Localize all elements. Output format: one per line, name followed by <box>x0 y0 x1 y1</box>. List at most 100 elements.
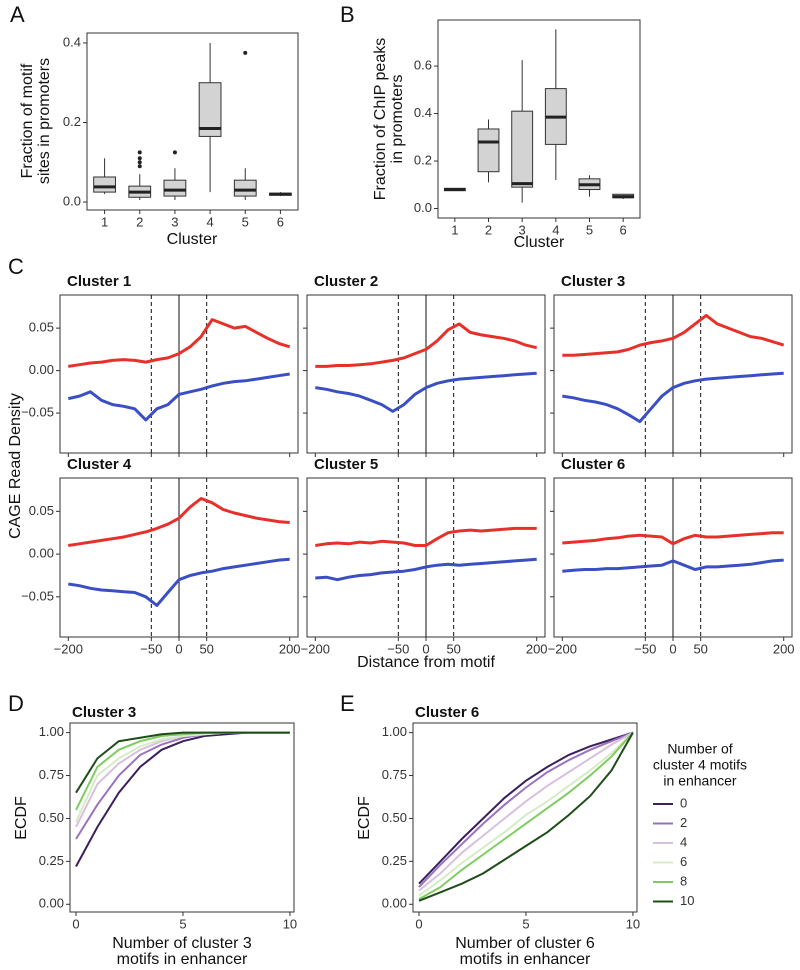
series-line <box>418 731 634 897</box>
x-tick-label: 0 <box>422 641 429 656</box>
plot-frame <box>412 722 638 913</box>
y-tick-label: 0.75 <box>39 767 64 782</box>
outlier <box>137 164 142 169</box>
y-tick-label: 0.4 <box>63 34 81 49</box>
series-line <box>562 313 785 357</box>
box <box>233 179 257 197</box>
y-tick-label: 0.00 <box>39 896 64 911</box>
legend-label: 8 <box>680 873 687 888</box>
legend-title: Number of <box>667 741 732 757</box>
series-line <box>418 731 634 900</box>
box <box>198 82 222 137</box>
y-tick-label: −0.05 <box>21 405 54 420</box>
x-tick-label: 5 <box>586 222 593 237</box>
y-axis-label: ECDF <box>13 796 30 840</box>
y-tick-label: 0.4 <box>414 105 432 120</box>
plot-frame <box>69 722 295 913</box>
y-tick-label: 0.25 <box>39 853 64 868</box>
x-axis-label: motifs in enhancer <box>460 951 591 968</box>
series-line <box>418 731 634 885</box>
panel-title: Cluster 2 <box>314 273 378 290</box>
series-line <box>315 526 537 547</box>
x-tick-label: 50 <box>693 641 707 656</box>
x-tick-label: 2 <box>485 222 492 237</box>
x-tick-label: 200 <box>773 641 795 656</box>
x-axis-label: motifs in enhancer <box>117 951 248 968</box>
outlier <box>137 160 142 165</box>
y-tick-label: 0.25 <box>382 853 407 868</box>
x-tick-label: 50 <box>199 641 213 656</box>
y-tick-label: 0.05 <box>29 320 54 335</box>
y-tick-label: 1.00 <box>39 724 64 739</box>
panel-title: Cluster 4 <box>67 456 132 473</box>
box <box>163 179 187 197</box>
legend-label: 6 <box>680 854 687 869</box>
x-tick-label: 2 <box>136 214 143 229</box>
y-tick-label: 0.05 <box>29 503 54 518</box>
x-tick-label: 4 <box>552 222 559 237</box>
x-tick-label: −200 <box>54 641 83 656</box>
x-tick-label: 5 <box>242 214 249 229</box>
y-tick-label: 0.50 <box>39 810 64 825</box>
box <box>511 110 534 188</box>
x-tick-label: 200 <box>279 641 301 656</box>
series-line <box>75 731 290 867</box>
box <box>93 176 116 193</box>
series-line <box>315 371 537 413</box>
y-tick-label: 0.2 <box>63 114 81 129</box>
x-tick-label: 0 <box>72 916 79 931</box>
x-tick-label: 5 <box>522 916 529 931</box>
x-tick-label: 0 <box>175 641 182 656</box>
x-tick-label: 6 <box>277 214 284 229</box>
panel-letter: E <box>340 691 355 716</box>
series-line <box>68 557 290 607</box>
box <box>477 128 500 173</box>
series-line <box>418 731 634 888</box>
x-axis-label: Number of cluster 6 <box>455 935 595 952</box>
plot-frame <box>437 19 641 219</box>
y-tick-label: 0.00 <box>382 896 407 911</box>
series-line <box>75 731 290 811</box>
x-tick-label: 5 <box>179 916 186 931</box>
panel-title: Cluster 3 <box>72 704 136 721</box>
legend-label: 4 <box>680 834 687 849</box>
y-axis-label: Fraction of motif <box>19 63 36 178</box>
x-axis-label: Cluster <box>514 234 565 251</box>
x-tick-label: 10 <box>626 916 640 931</box>
panel-letter: C <box>8 254 24 279</box>
x-tick-label: 50 <box>446 641 460 656</box>
legend-title: in enhancer <box>663 773 737 789</box>
x-tick-label: −50 <box>634 641 656 656</box>
panel-title: Cluster 6 <box>561 456 625 473</box>
x-tick-label: 3 <box>519 222 526 237</box>
x-axis-label: Distance from motif <box>357 654 495 671</box>
x-tick-label: −200 <box>301 641 330 656</box>
series-line <box>562 531 784 546</box>
outlier <box>243 50 248 55</box>
x-tick-label: 10 <box>283 916 297 931</box>
x-tick-label: 200 <box>526 641 548 656</box>
y-axis-label: Fraction of ChIP peaks <box>372 38 389 200</box>
y-tick-label: 1.00 <box>382 724 407 739</box>
x-tick-label: −200 <box>548 641 577 656</box>
y-tick-label: −0.05 <box>21 588 54 603</box>
panel-title: Cluster 6 <box>415 704 479 721</box>
panel-letter: A <box>10 2 25 27</box>
x-tick-label: 4 <box>206 214 213 229</box>
panel-title: Cluster 1 <box>67 273 131 290</box>
legend-title: cluster 4 motifs <box>653 757 747 773</box>
series-line <box>562 371 784 424</box>
legend-label: 10 <box>680 893 694 908</box>
series-line <box>315 322 538 368</box>
y-tick-label: 0.00 <box>29 546 54 561</box>
outlier <box>137 156 142 161</box>
y-tick-label: 0.00 <box>29 362 54 377</box>
y-tick-label: 0.0 <box>63 193 81 208</box>
series-line <box>75 731 290 794</box>
legend-label: 0 <box>680 795 687 810</box>
series-line <box>562 558 784 573</box>
series-line <box>418 731 634 892</box>
y-tick-label: 0.0 <box>414 200 432 215</box>
panel-title: Cluster 3 <box>561 273 625 290</box>
